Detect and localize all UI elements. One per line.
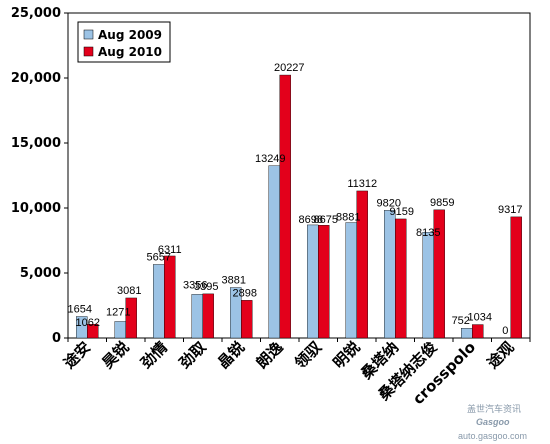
data-label: 1271 <box>106 306 130 318</box>
bar <box>268 165 280 339</box>
data-label: 9820 <box>377 197 401 209</box>
bar <box>125 297 137 339</box>
bar <box>241 300 253 339</box>
bars <box>76 74 522 339</box>
data-label: 9159 <box>390 206 414 218</box>
bar <box>202 293 214 339</box>
bar <box>510 216 522 339</box>
y-tick-label: 20,000 <box>11 71 61 86</box>
y-tick-label: 0 <box>52 331 61 346</box>
data-label: 3395 <box>194 281 218 293</box>
bar <box>461 328 473 339</box>
bar <box>384 210 396 339</box>
bar <box>472 324 484 339</box>
data-label: 13249 <box>255 153 286 165</box>
data-label: 8675 <box>314 214 338 226</box>
bar <box>153 264 165 339</box>
watermark-cn-text: 盖世汽车资讯 <box>467 403 521 414</box>
legend-label: Aug 2010 <box>98 45 162 59</box>
data-label: 0 <box>502 325 508 337</box>
bar <box>422 232 434 339</box>
y-axis: 0 5,000 10,000 15,000 20,000 25,000 <box>11 6 68 346</box>
watermark: 盖世汽车资讯 Gasgoo auto.gasgoo.com <box>458 403 527 441</box>
bar <box>395 218 407 339</box>
y-tick-label: 10,000 <box>11 201 61 216</box>
data-label: 8698 <box>299 214 323 226</box>
bar <box>345 222 357 339</box>
legend-box <box>77 21 171 63</box>
data-label: 3081 <box>117 285 141 297</box>
data-label: 8135 <box>416 227 440 239</box>
bar <box>279 74 291 339</box>
y-tick-label: 25,000 <box>11 6 61 21</box>
data-label: 1062 <box>76 317 100 329</box>
data-label: 9859 <box>430 197 454 209</box>
data-label: 1034 <box>468 312 492 324</box>
legend: Aug 2009 Aug 2010 <box>77 21 171 63</box>
bar <box>356 190 368 339</box>
data-label: 8881 <box>336 212 360 224</box>
watermark-logo: Gasgoo <box>476 417 510 427</box>
bar <box>307 224 319 339</box>
y-tick-label: 5,000 <box>20 266 61 281</box>
data-label: 752 <box>452 315 470 327</box>
data-label: 3881 <box>222 275 246 287</box>
data-label: 3356 <box>183 279 207 291</box>
bar <box>114 321 126 339</box>
legend-label: Aug 2009 <box>98 28 162 42</box>
data-label: 6311 <box>158 244 182 256</box>
legend-swatch <box>83 29 94 40</box>
legend-swatch <box>83 46 94 57</box>
bar <box>191 294 203 339</box>
data-label: 11312 <box>347 178 377 190</box>
y-tick-label: 15,000 <box>11 136 61 151</box>
bar <box>87 323 99 339</box>
bar <box>433 209 445 339</box>
data-label: 9317 <box>498 204 522 216</box>
data-label: 2898 <box>233 287 257 299</box>
data-label: 20227 <box>274 62 305 74</box>
bar <box>164 255 176 339</box>
bar <box>318 225 330 339</box>
watermark-url: auto.gasgoo.com <box>458 431 527 441</box>
data-label: 1654 <box>68 303 92 315</box>
data-label: 5657 <box>147 251 171 263</box>
